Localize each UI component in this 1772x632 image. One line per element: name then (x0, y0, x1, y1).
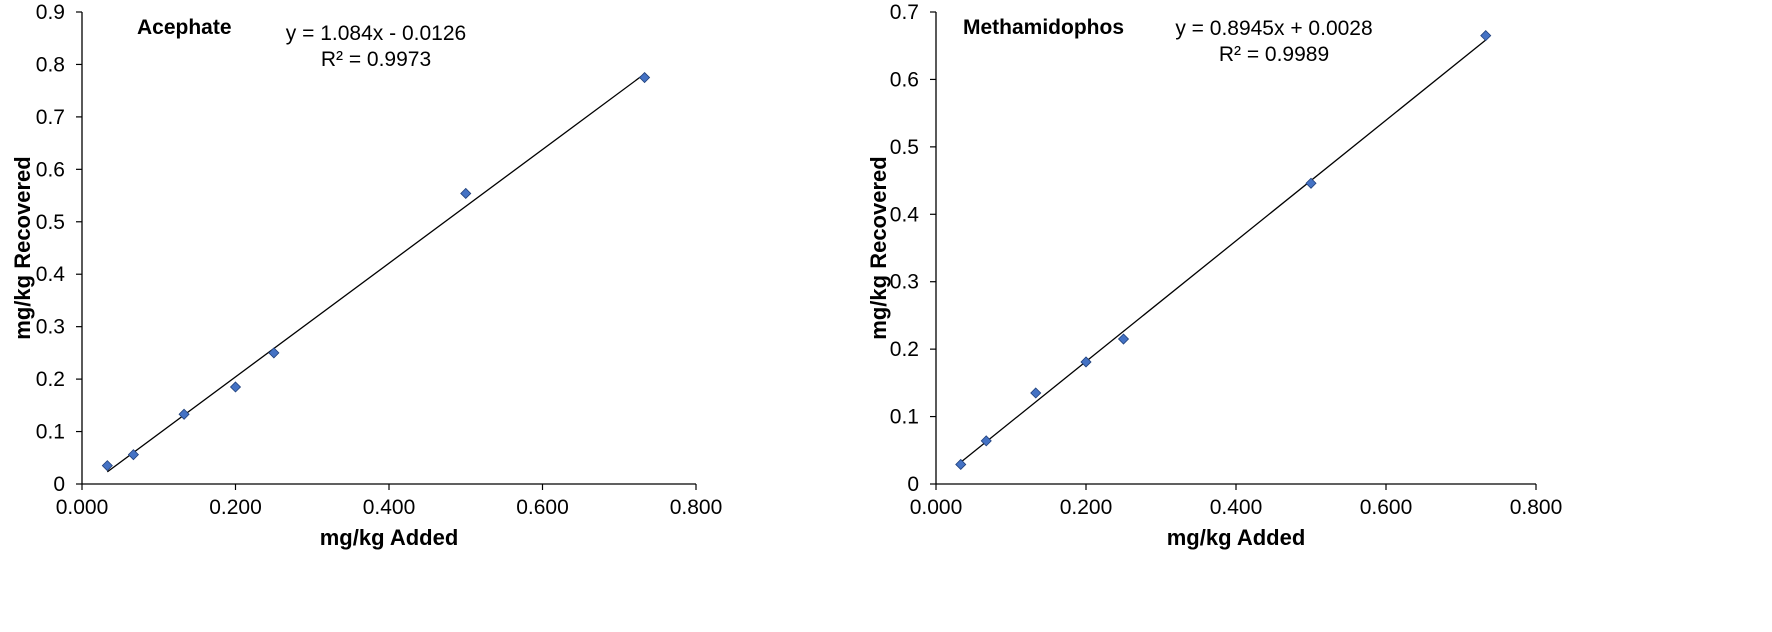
data-point (1305, 177, 1317, 189)
y-axis-title: mg/kg Recovered (866, 156, 891, 339)
y-tick-label: 0.7 (890, 1, 919, 24)
x-tick-label: 0.400 (363, 496, 416, 519)
data-point (229, 381, 242, 393)
x-tick-label: 0.600 (1360, 496, 1413, 519)
data-point (1030, 387, 1042, 399)
data-point (1117, 333, 1130, 345)
data-point (268, 347, 280, 359)
y-tick-label: 0.5 (890, 136, 919, 159)
x-tick-label: 0.600 (516, 496, 569, 519)
r-squared-label: R² = 0.9989 (1219, 43, 1329, 66)
x-tick-label: 0.000 (56, 496, 109, 519)
trendline (960, 39, 1487, 463)
data-point (460, 187, 472, 200)
x-tick-label: 0.200 (209, 496, 262, 519)
y-tick-label: 0.1 (890, 406, 919, 429)
trendline-equation: y = 1.084x - 0.0126 (286, 22, 466, 45)
data-point (127, 449, 139, 461)
data-point (1080, 356, 1092, 368)
chart-1: 0 0.1 0.2 0.3 0.4 0.5 0.6 0.7 0.8 0.9 0.000 0.200 0.… (10, 1, 722, 550)
y-tick-label: 0.4 (890, 203, 920, 226)
y-axis-title: mg/kg Recovered (10, 156, 35, 339)
data-point (1480, 30, 1492, 42)
y-tick-label: 0.1 (36, 421, 65, 444)
y-tick-label: 0.9 (36, 1, 65, 24)
x-tick-label: 0.000 (910, 496, 963, 519)
data-point (101, 460, 113, 472)
x-tick-label: 0.200 (1060, 496, 1113, 519)
x-axis-title: mg/kg Added (1167, 525, 1306, 550)
y-tick-label: 0.2 (36, 368, 65, 391)
x-axis-title: mg/kg Added (320, 525, 459, 550)
r-squared-label: R² = 0.9973 (321, 48, 431, 71)
y-tick-label: 0.5 (36, 211, 65, 234)
y-tick-label: 0.3 (890, 271, 919, 294)
y-tick-label: 0.6 (890, 68, 919, 91)
x-tick-label: 0.800 (670, 496, 723, 519)
trendline-equation: y = 0.8945x + 0.0028 (1175, 17, 1372, 40)
data-point (178, 408, 190, 420)
chart-title: Methamidophos (963, 16, 1124, 39)
trendline (106, 73, 645, 473)
x-tick-label: 0.800 (1510, 496, 1563, 519)
data-point (639, 71, 651, 84)
y-tick-label: 0.6 (36, 158, 65, 181)
y-tick-label: 0 (907, 473, 919, 496)
data-point (980, 435, 992, 447)
y-tick-label: 0.8 (36, 53, 65, 76)
y-tick-label: 0.2 (890, 338, 919, 361)
data-point (955, 458, 967, 471)
y-tick-label: 0.4 (36, 263, 66, 286)
y-tick-label: 0 (53, 473, 65, 496)
y-tick-label: 0.7 (36, 106, 65, 129)
chart-title: Acephate (137, 16, 232, 39)
y-tick-label: 0.3 (36, 316, 65, 339)
chart-2: 0 0.1 0.2 0.3 0.4 0.5 0.6 0.7 0.000 0.200 0.400 0.6… (866, 1, 1562, 550)
x-tick-label: 0.400 (1210, 496, 1263, 519)
